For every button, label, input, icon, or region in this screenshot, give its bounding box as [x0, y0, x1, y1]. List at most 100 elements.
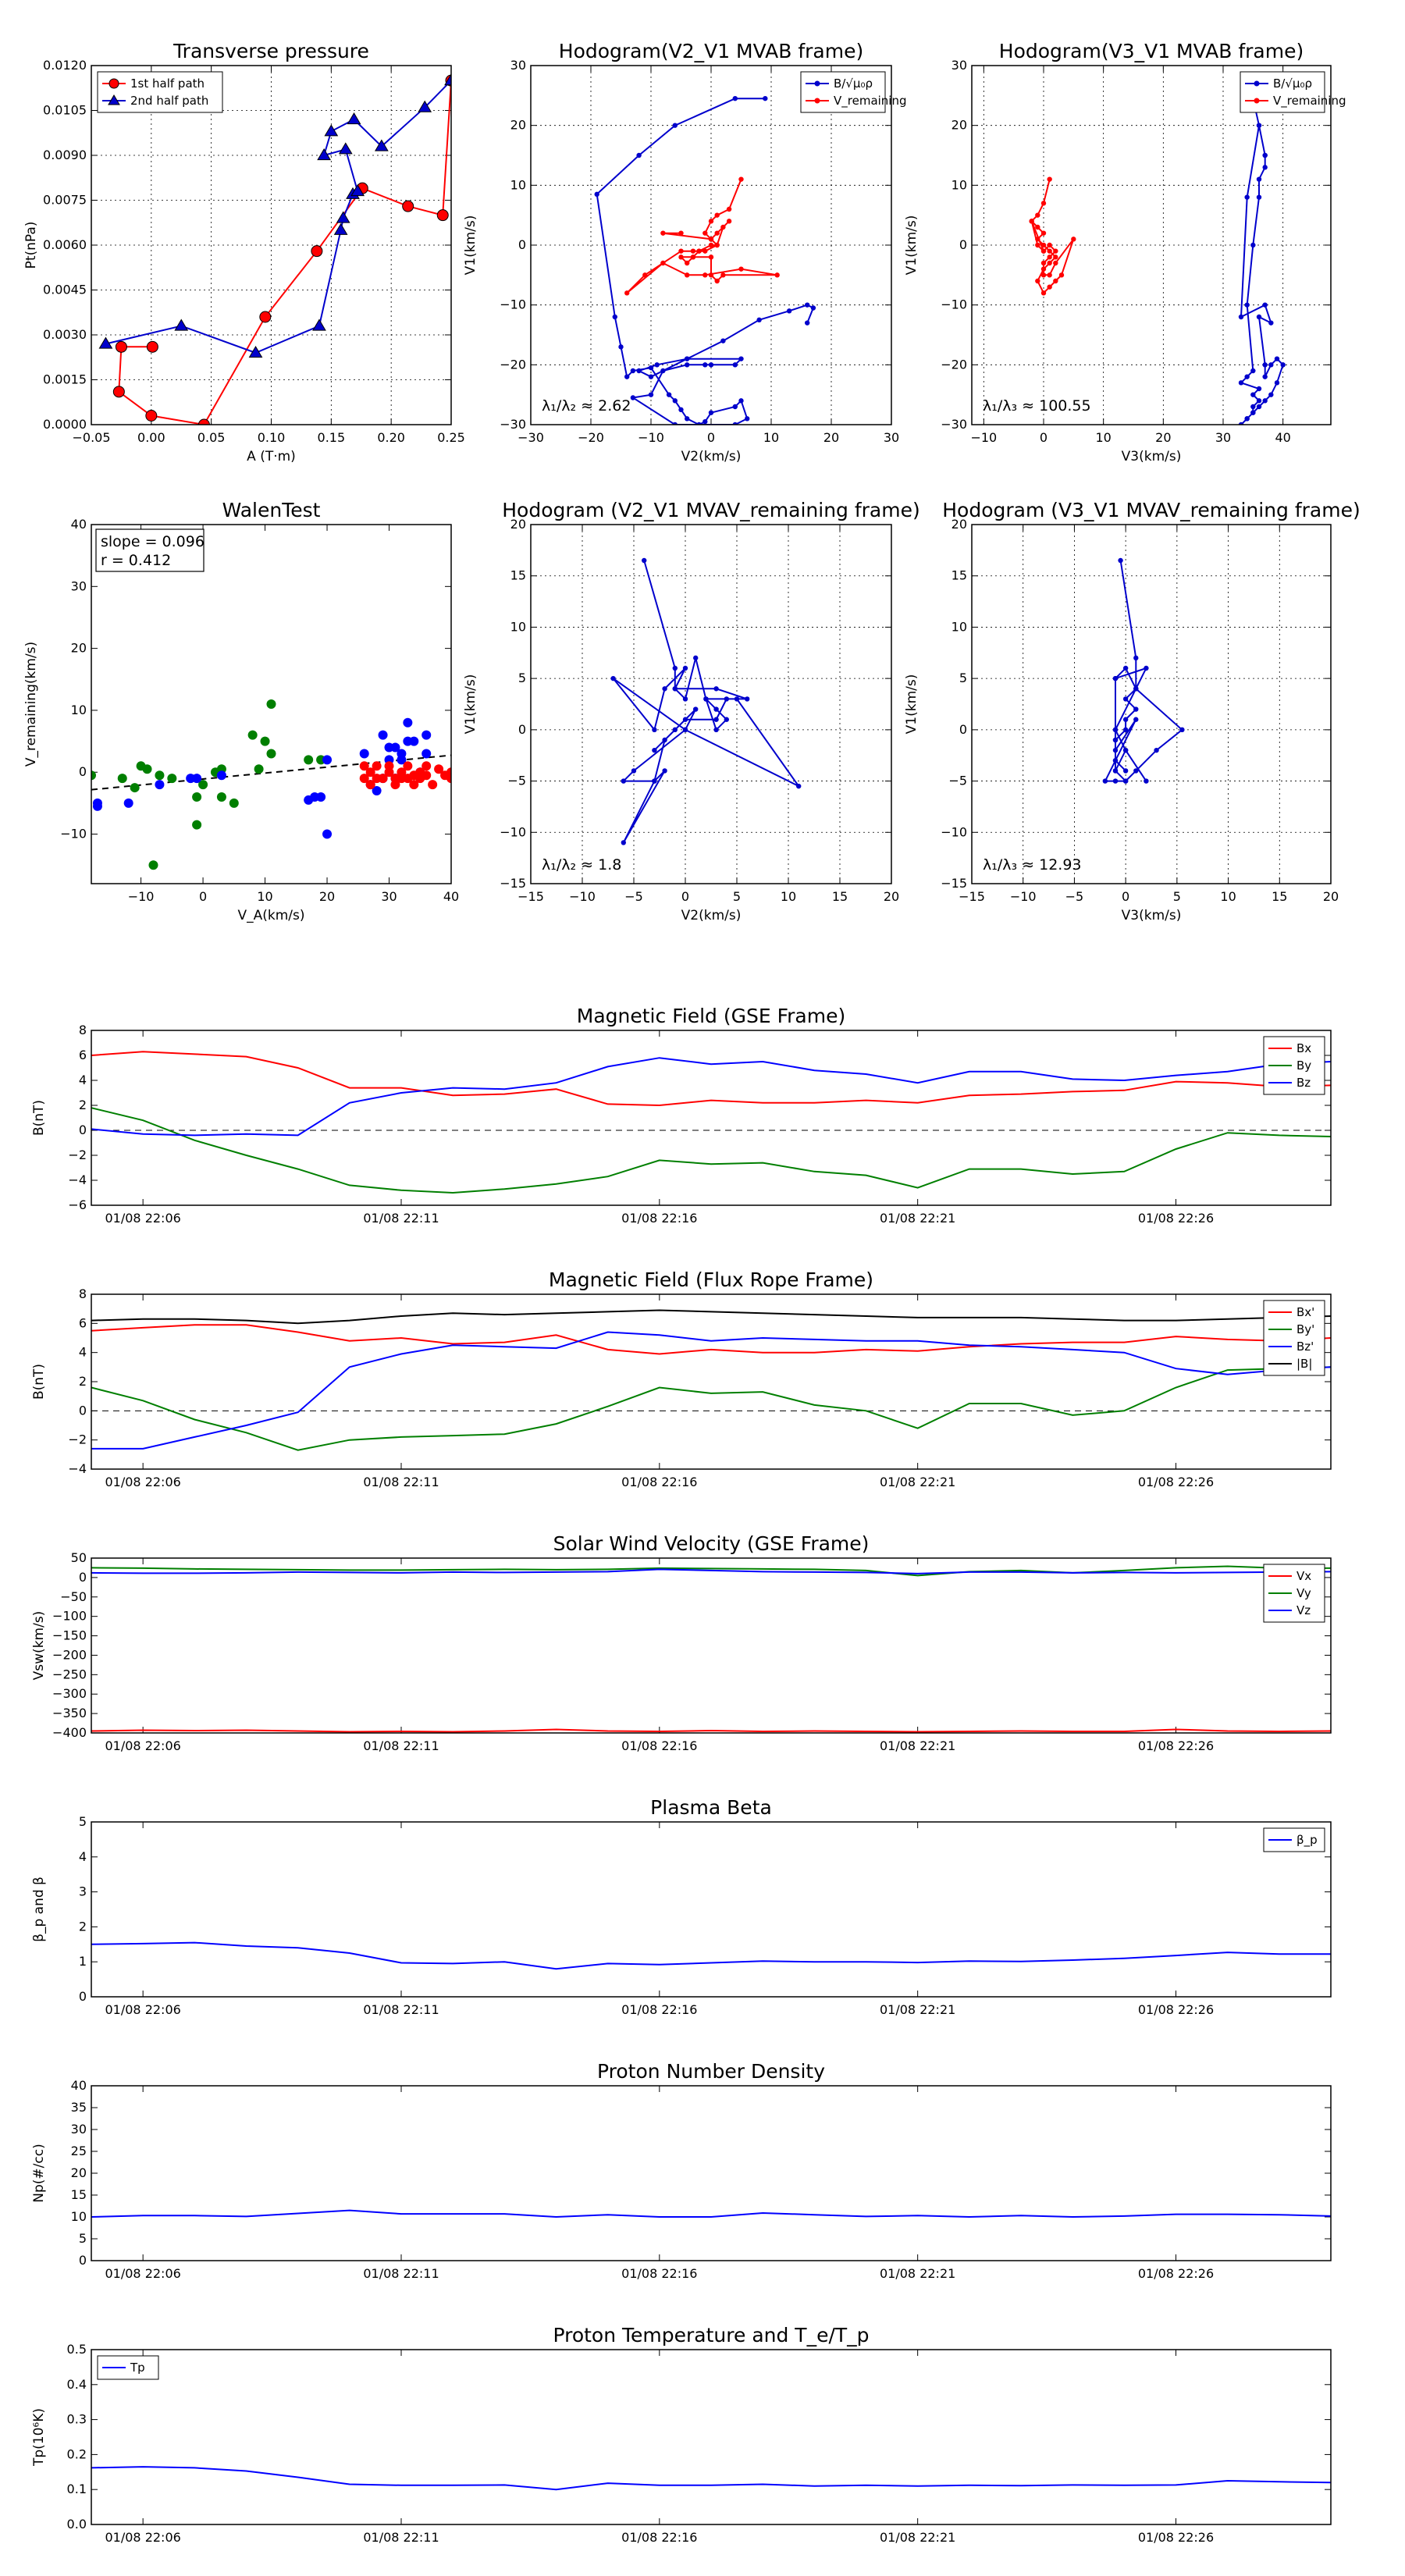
y-tick-label: 0	[79, 1989, 87, 2004]
data-point	[654, 362, 660, 368]
x-tick-label: 01/08 22:21	[880, 1475, 955, 1489]
x-tick-label: 10	[1220, 889, 1236, 904]
legend: B/√μ₀ρ V_remaining	[1240, 71, 1346, 113]
data-point	[130, 783, 140, 793]
plot-frame	[91, 2085, 1332, 2261]
y-tick-label: 6	[79, 1315, 87, 1330]
data-point	[708, 272, 714, 278]
data-layer	[594, 95, 816, 425]
x-tick-label: 01/08 22:11	[363, 1211, 439, 1226]
y-tick-label: 20	[510, 517, 526, 532]
data-point	[713, 717, 719, 722]
y-tick-label: 0.2	[67, 2446, 87, 2461]
data-point	[428, 780, 438, 790]
legend-marker	[1254, 80, 1260, 87]
data-point	[422, 770, 432, 781]
data-point	[1112, 727, 1119, 733]
y-tick-label: 20	[951, 517, 967, 532]
data-point	[685, 416, 690, 422]
data-point	[682, 665, 688, 671]
y-tick-label: 15	[510, 568, 526, 583]
data-point	[384, 761, 394, 771]
data-point	[662, 737, 667, 743]
data-point	[1268, 392, 1274, 397]
data-point	[652, 778, 657, 784]
data-point	[1256, 176, 1262, 182]
data-layer	[91, 1941, 1331, 1970]
y-tick-label: 10	[951, 619, 967, 634]
data-point	[756, 317, 762, 323]
data-point	[192, 820, 202, 830]
data-point	[1238, 380, 1244, 386]
data-point	[1244, 194, 1250, 200]
y-tick-label: −15	[500, 876, 526, 891]
data-point	[745, 416, 750, 422]
data-point	[365, 767, 375, 777]
y-tick-label: 8	[79, 1286, 87, 1301]
y-tick-label: 2	[79, 1374, 87, 1389]
data-point	[672, 123, 678, 128]
data-point	[374, 139, 389, 151]
x-tick-label: 01/08 22:16	[621, 1211, 697, 1226]
data-point	[1047, 176, 1052, 182]
data-point	[1040, 260, 1047, 266]
y-tick-label: 0.0	[67, 2517, 87, 2532]
data-point	[148, 860, 158, 870]
series-line-3	[91, 1309, 1331, 1325]
data-point	[1262, 152, 1268, 158]
chart-title: Plasma Beta	[650, 1796, 772, 1819]
y-tick-label: 0.4	[67, 2377, 87, 2392]
chart-title: Magnetic Field (Flux Rope Frame)	[549, 1268, 873, 1291]
y-tick-label: 0.0060	[43, 237, 87, 252]
y-tick-label: 10	[510, 177, 526, 192]
data-point	[1238, 422, 1244, 425]
data-point	[1118, 557, 1123, 564]
legend-label: V_remaining	[1273, 94, 1346, 109]
plot-area	[91, 1822, 1331, 1997]
data-layer	[91, 1565, 1331, 1733]
data-point	[666, 392, 672, 397]
data-point	[642, 557, 647, 564]
legend-label: By	[1297, 1059, 1311, 1073]
data-point	[403, 761, 413, 771]
legend-label: Bx	[1297, 1041, 1311, 1055]
data-point	[685, 272, 690, 278]
data-point	[316, 792, 326, 802]
y-tick-label: −250	[52, 1667, 87, 1681]
data-point	[1053, 254, 1058, 260]
data-layer	[1102, 557, 1185, 784]
y-tick-label: 5	[79, 1814, 87, 1829]
chart-title: Hodogram (V2_V1 MVAV_remaining frame)	[502, 499, 920, 521]
x-tick-label: 0	[707, 430, 715, 445]
data-point	[216, 792, 226, 802]
legend: Bx' By' Bz' |B|	[1263, 1300, 1325, 1376]
x-axis-label: V_A(km/s)	[237, 908, 304, 923]
data-point	[1122, 747, 1129, 753]
chart-title: Hodogram (V3_V1 MVAV_remaining frame)	[942, 499, 1361, 521]
x-tick-label: 01/08 22:21	[880, 1211, 955, 1226]
data-point	[624, 374, 630, 379]
x-tick-label: 01/08 22:06	[105, 2530, 181, 2545]
y-tick-label: −20	[500, 357, 526, 372]
data-point	[702, 248, 708, 254]
data-point	[322, 829, 333, 839]
data-point	[378, 774, 388, 784]
data-point	[708, 242, 714, 248]
data-point	[197, 418, 210, 425]
data-point	[1256, 123, 1262, 128]
stats-box: slope = 0.096 r = 0.412	[95, 528, 205, 572]
x-tick-label: −10	[569, 889, 596, 904]
x-tick-label: 01/08 22:21	[880, 2002, 955, 2017]
y-tick-label: 6	[79, 1048, 87, 1062]
data-point	[732, 422, 738, 425]
x-tick-label: −10	[1010, 889, 1037, 904]
x-tick-label: 30	[1215, 430, 1231, 445]
y-tick-label: 40	[71, 517, 87, 532]
data-point	[155, 770, 165, 781]
data-point	[648, 365, 654, 371]
data-point	[1250, 410, 1256, 415]
y-tick-label: −300	[52, 1686, 87, 1701]
data-point	[662, 768, 667, 774]
legend: β_p	[1263, 1827, 1325, 1852]
